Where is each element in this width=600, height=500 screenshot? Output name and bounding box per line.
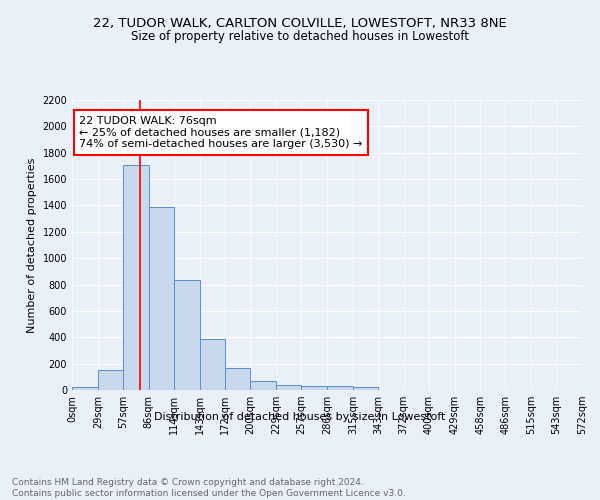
Bar xyxy=(123,164,149,390)
Bar xyxy=(301,386,327,390)
Text: 22, TUDOR WALK, CARLTON COLVILLE, LOWESTOFT, NR33 8NE: 22, TUDOR WALK, CARLTON COLVILLE, LOWEST… xyxy=(93,18,507,30)
Text: 22 TUDOR WALK: 76sqm
← 25% of detached houses are smaller (1,182)
74% of semi-de: 22 TUDOR WALK: 76sqm ← 25% of detached h… xyxy=(79,116,362,149)
Bar xyxy=(149,207,173,390)
Bar xyxy=(327,386,353,390)
Y-axis label: Number of detached properties: Number of detached properties xyxy=(27,158,37,332)
Bar xyxy=(72,388,98,390)
Bar xyxy=(250,381,276,390)
Text: Size of property relative to detached houses in Lowestoft: Size of property relative to detached ho… xyxy=(131,30,469,43)
Bar xyxy=(199,338,226,390)
Bar xyxy=(98,370,123,390)
Bar xyxy=(276,386,301,390)
Text: Contains HM Land Registry data © Crown copyright and database right 2024.
Contai: Contains HM Land Registry data © Crown c… xyxy=(12,478,406,498)
Bar xyxy=(353,388,378,390)
Bar xyxy=(173,280,199,390)
Text: Distribution of detached houses by size in Lowestoft: Distribution of detached houses by size … xyxy=(154,412,446,422)
Bar xyxy=(226,368,250,390)
